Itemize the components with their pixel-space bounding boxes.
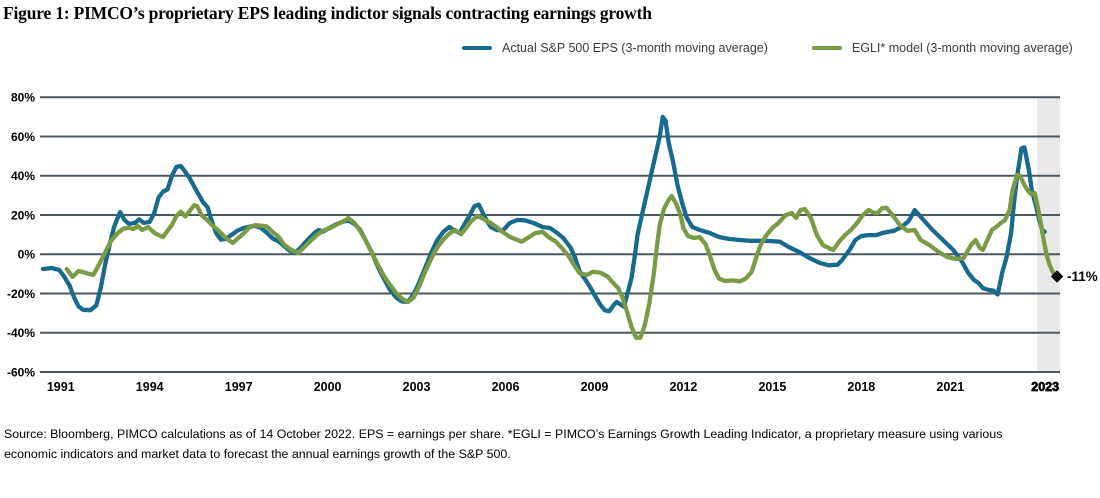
y-axis-label-60%: 60% bbox=[11, 130, 35, 144]
legend-item-actual-eps: Actual S&P 500 EPS (3-month moving avera… bbox=[462, 41, 768, 55]
x-axis-label-2012: 2012 bbox=[670, 380, 698, 394]
legend-label-actual-eps: Actual S&P 500 EPS (3-month moving avera… bbox=[502, 41, 768, 55]
source-note-line-2: economic indicators and market data to f… bbox=[4, 447, 511, 462]
x-axis-label-2023: 2023 bbox=[1031, 380, 1059, 394]
series-path-egli bbox=[64, 172, 1058, 340]
legend-line-swatch-egli bbox=[811, 46, 842, 50]
y-axis-label-80%: 80% bbox=[11, 91, 35, 105]
legend-line-swatch-actual-eps bbox=[462, 46, 492, 50]
legend-item-egli: EGLI* model (3-month moving average) bbox=[811, 41, 1073, 55]
y-axis-label--40%: -40% bbox=[7, 326, 35, 340]
y-axis-label--20%: -20% bbox=[7, 287, 35, 301]
x-axis-label-2009: 2009 bbox=[581, 380, 609, 394]
chart-legend: Actual S&P 500 EPS (3-month moving avera… bbox=[462, 41, 1073, 55]
x-axis-label-1991: 1991 bbox=[47, 380, 75, 394]
figure-title: Figure 1: PIMCO’s proprietary EPS leadin… bbox=[3, 3, 652, 23]
series-path-actual-eps bbox=[40, 114, 1047, 314]
eps-egli-line-chart: 80% 60% 40% 20% 0% -20% -40% -60% 1991 1994 1997 20… bbox=[7, 91, 1098, 395]
legend-label-egli: EGLI* model (3-month moving average) bbox=[851, 41, 1073, 55]
x-axis-label-1997: 1997 bbox=[225, 380, 253, 394]
y-axis-label-20%: 20% bbox=[11, 208, 35, 222]
x-axis-label-2018: 2018 bbox=[847, 380, 875, 394]
x-axis-label-2000: 2000 bbox=[314, 380, 342, 394]
x-axis-label-2003: 2003 bbox=[403, 380, 431, 394]
source-note-line-1: Source: Bloomberg, PIMCO calculations as… bbox=[4, 427, 1003, 441]
end-marker-value-label: -11% bbox=[1067, 269, 1098, 284]
x-axis-label-1994: 1994 bbox=[136, 380, 164, 394]
x-axis-label-2015: 2015 bbox=[758, 380, 786, 394]
y-axis-label--60%: -60% bbox=[7, 365, 35, 379]
forecast-shaded-band bbox=[1037, 95, 1060, 373]
y-axis-label-0%: 0% bbox=[18, 248, 36, 262]
x-axis-label-2021: 2021 bbox=[936, 380, 964, 394]
y-axis-label-40%: 40% bbox=[11, 169, 35, 183]
x-axis-label-2006: 2006 bbox=[492, 380, 520, 394]
source-note: Source: Bloomberg, PIMCO calculations as… bbox=[4, 424, 1098, 464]
end-marker-diamond-icon bbox=[1050, 270, 1064, 283]
